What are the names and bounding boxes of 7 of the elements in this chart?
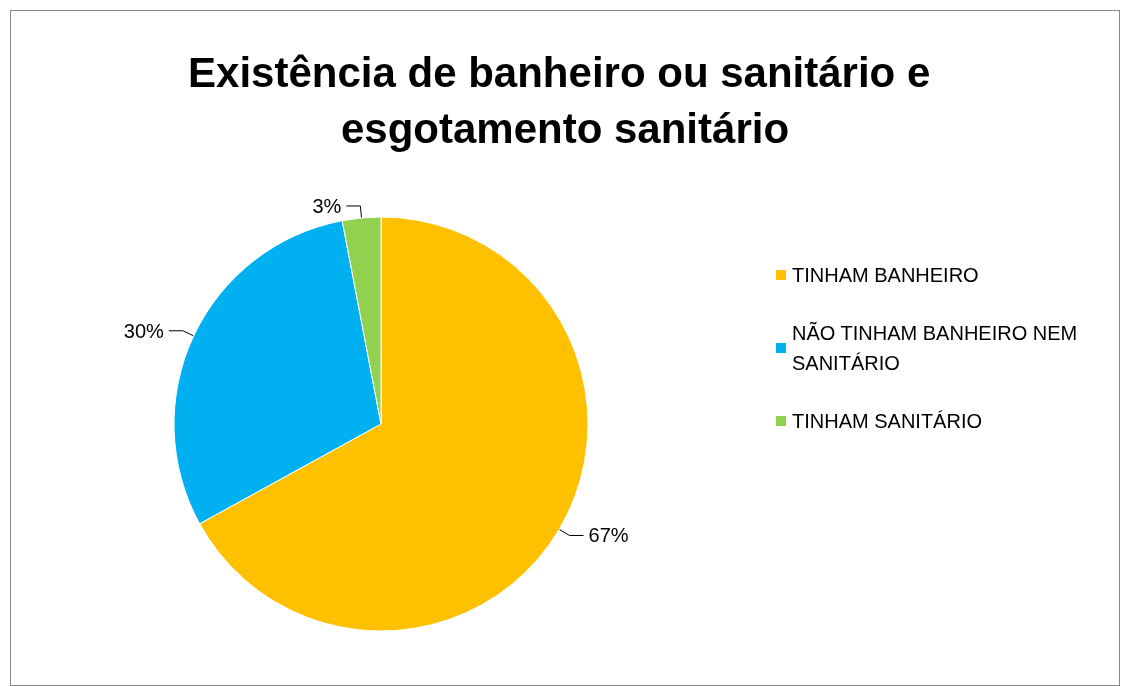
data-label: 67% <box>588 524 629 547</box>
chart-title: Existência de banheiro ou sanitário e esgotamento sanitário <box>188 48 942 152</box>
data-label: 30% <box>123 319 165 342</box>
legend-label: TINHAM SANITÁRIO <box>792 410 983 432</box>
data-label: 3% <box>312 194 342 217</box>
legend-label: NÃO TINHAM BANHEIRO NEM SANITÁRIO <box>792 321 1083 374</box>
legend-label: TINHAM BANHEIRO <box>792 264 979 286</box>
